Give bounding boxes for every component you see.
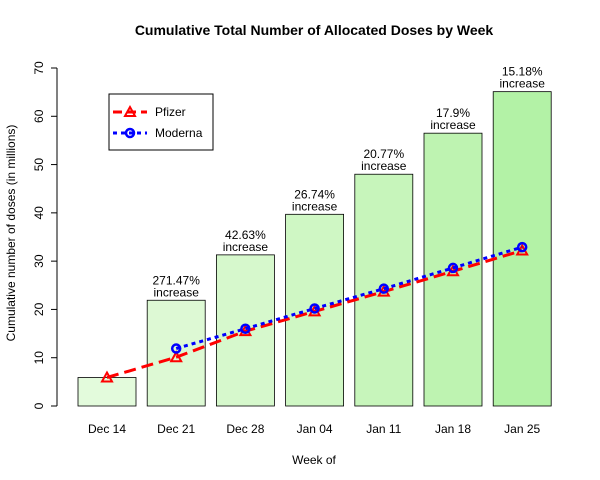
annotation-percent: 42.63%	[225, 228, 266, 242]
x-tick-label: Jan 25	[504, 422, 540, 436]
y-tick-label: 10	[32, 351, 46, 365]
y-tick-label: 30	[32, 254, 46, 268]
x-tick-label: Dec 21	[157, 422, 195, 436]
annotation-increase: increase	[154, 285, 200, 299]
y-tick-label: 0	[32, 402, 46, 409]
point-moderna	[516, 241, 528, 253]
point-moderna	[447, 262, 459, 274]
x-tick-label: Dec 28	[226, 422, 264, 436]
legend-item-moderna: Moderna	[113, 126, 203, 140]
x-axis: Dec 14 Dec 21 Dec 28 Jan 04 Jan 11 Jan 18 Jan …	[88, 422, 541, 436]
legend-label: Moderna	[155, 126, 203, 140]
annotation-increase: increase	[430, 118, 476, 132]
point-moderna	[170, 343, 182, 354]
annotation-percent: 17.9%	[436, 106, 470, 120]
annotation-percent: 26.74%	[294, 187, 335, 201]
y-tick-label: 20	[32, 302, 46, 316]
x-tick-label: Jan 11	[366, 422, 401, 436]
point-pfizer	[100, 370, 114, 383]
series-moderna	[170, 241, 528, 354]
chart-title: Cumulative Total Number of Allocated Dos…	[135, 22, 494, 38]
y-tick-label: 50	[32, 158, 46, 172]
point-moderna	[309, 303, 320, 314]
annotation-increase: increase	[223, 240, 269, 254]
legend: Pfizer Moderna	[108, 93, 214, 151]
annotations-layer: 271.47%increase42.63%increase26.74%incre…	[153, 65, 546, 300]
bar-jan-18	[423, 132, 483, 407]
point-moderna	[378, 283, 390, 294]
series-layer	[100, 241, 529, 383]
series-line-moderna	[175, 245, 523, 350]
annotation-increase: increase	[500, 77, 546, 91]
legend-item-pfizer: Pfizer	[113, 104, 186, 119]
legend-label: Pfizer	[155, 105, 186, 119]
annotation-percent: 15.18%	[502, 65, 543, 79]
y-tick-label: 60	[32, 109, 46, 123]
y-axis: 0 10 20 30 40 50 60 70	[32, 61, 58, 409]
x-tick-label: Jan 04	[297, 422, 333, 436]
y-axis-label: Cumulative number of doses (in millions)	[4, 125, 18, 342]
y-tick-label: 70	[32, 61, 46, 75]
annotation-increase: increase	[292, 199, 338, 213]
legend-marker	[124, 127, 136, 139]
point-pfizer	[169, 350, 183, 363]
x-axis-label: Week of	[292, 453, 336, 467]
legend-marker	[123, 104, 137, 117]
x-tick-label: Dec 14	[88, 422, 126, 436]
point-moderna	[240, 323, 251, 334]
x-tick-label: Jan 18	[435, 422, 471, 436]
bars-layer	[77, 91, 552, 407]
y-tick-label: 40	[32, 206, 46, 220]
bar-jan-25	[492, 91, 552, 407]
annotation-increase: increase	[361, 159, 407, 173]
annotation-percent: 271.47%	[153, 273, 201, 287]
legend-box	[108, 93, 214, 151]
annotation-percent: 20.77%	[363, 147, 404, 161]
